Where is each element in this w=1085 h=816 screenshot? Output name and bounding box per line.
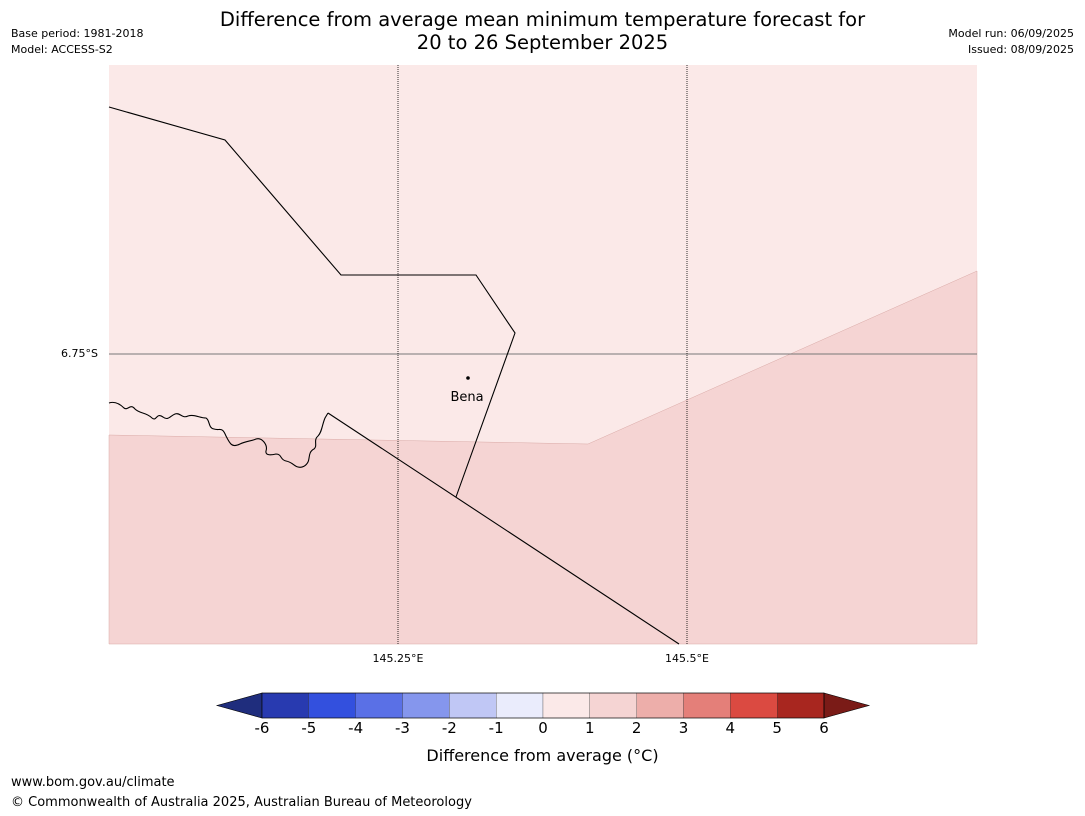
meta-left: Base period: 1981-2018 Model: ACCESS-S2 [11,26,143,58]
colorbar-tick-label: -3 [395,719,410,737]
footer-url[interactable]: www.bom.gov.au/climate [11,775,175,790]
colorbar-tick-label: -1 [488,719,504,737]
colorbar-segment [542,692,590,719]
model-run: Model run: 06/09/2025 [948,27,1074,40]
colorbar-tick-label: 0 [538,719,548,737]
map-title: Difference from average mean minimum tem… [0,8,1085,54]
colorbar-tick-label: 6 [819,719,829,737]
colorbar-segment [730,692,778,719]
province-boundary-north [108,106,516,498]
colorbar-tick-label: -5 [301,719,317,737]
colorbar-segment [261,692,309,719]
base-period: Base period: 1981-2018 [11,27,144,40]
colorbar-segment [589,692,637,719]
colorbar-segment [449,692,497,719]
colorbar-extend-high [823,692,871,719]
colorbar-tick-label: -4 [348,719,364,737]
longitude-label-1: 145.25°E [372,652,424,665]
colorbar-extend-low [215,692,263,719]
bena-marker [466,376,470,380]
colorbar [215,692,871,719]
colorbar-tick-label: 2 [631,719,642,737]
colorbar-segment [777,692,825,719]
colorbar-outline [261,692,825,719]
colorbar-segment [496,692,544,719]
colorbar-segment [402,692,450,719]
colorbar-tick-label: 3 [678,719,689,737]
colorbar-tick-label: -6 [254,719,270,737]
longitude-label-2: 145.5°E [665,652,709,665]
colorbar-tick-label: 5 [772,719,782,737]
model-name: Model: ACCESS-S2 [11,43,113,56]
colorbar-segment [355,692,403,719]
issued-date: Issued: 08/09/2025 [967,43,1074,56]
latitude-label: 6.75°S [61,347,98,360]
province-boundary-south [327,412,680,645]
colorbar-tick-label: 1 [585,719,595,737]
coastline [108,401,329,468]
meta-right: Model run: 06/09/2025 Issued: 08/09/2025 [948,26,1074,58]
colorbar-tick-label: 4 [725,719,736,737]
anomaly-region-1-to-2 [108,270,978,645]
title-line-1: Difference from average mean minimum tem… [219,8,866,31]
colorbar-tick-label: -2 [441,719,457,737]
colorbar-segment [683,692,731,719]
colorbar-title: Difference from average (°C) [426,746,659,765]
colorbar-segment [636,692,684,719]
colorbar-segment [308,692,356,719]
bena-label: Bena [450,390,483,405]
footer-copyright: © Commonwealth of Australia 2025, Austra… [11,795,472,810]
title-line-2: 20 to 26 September 2025 [416,31,669,54]
